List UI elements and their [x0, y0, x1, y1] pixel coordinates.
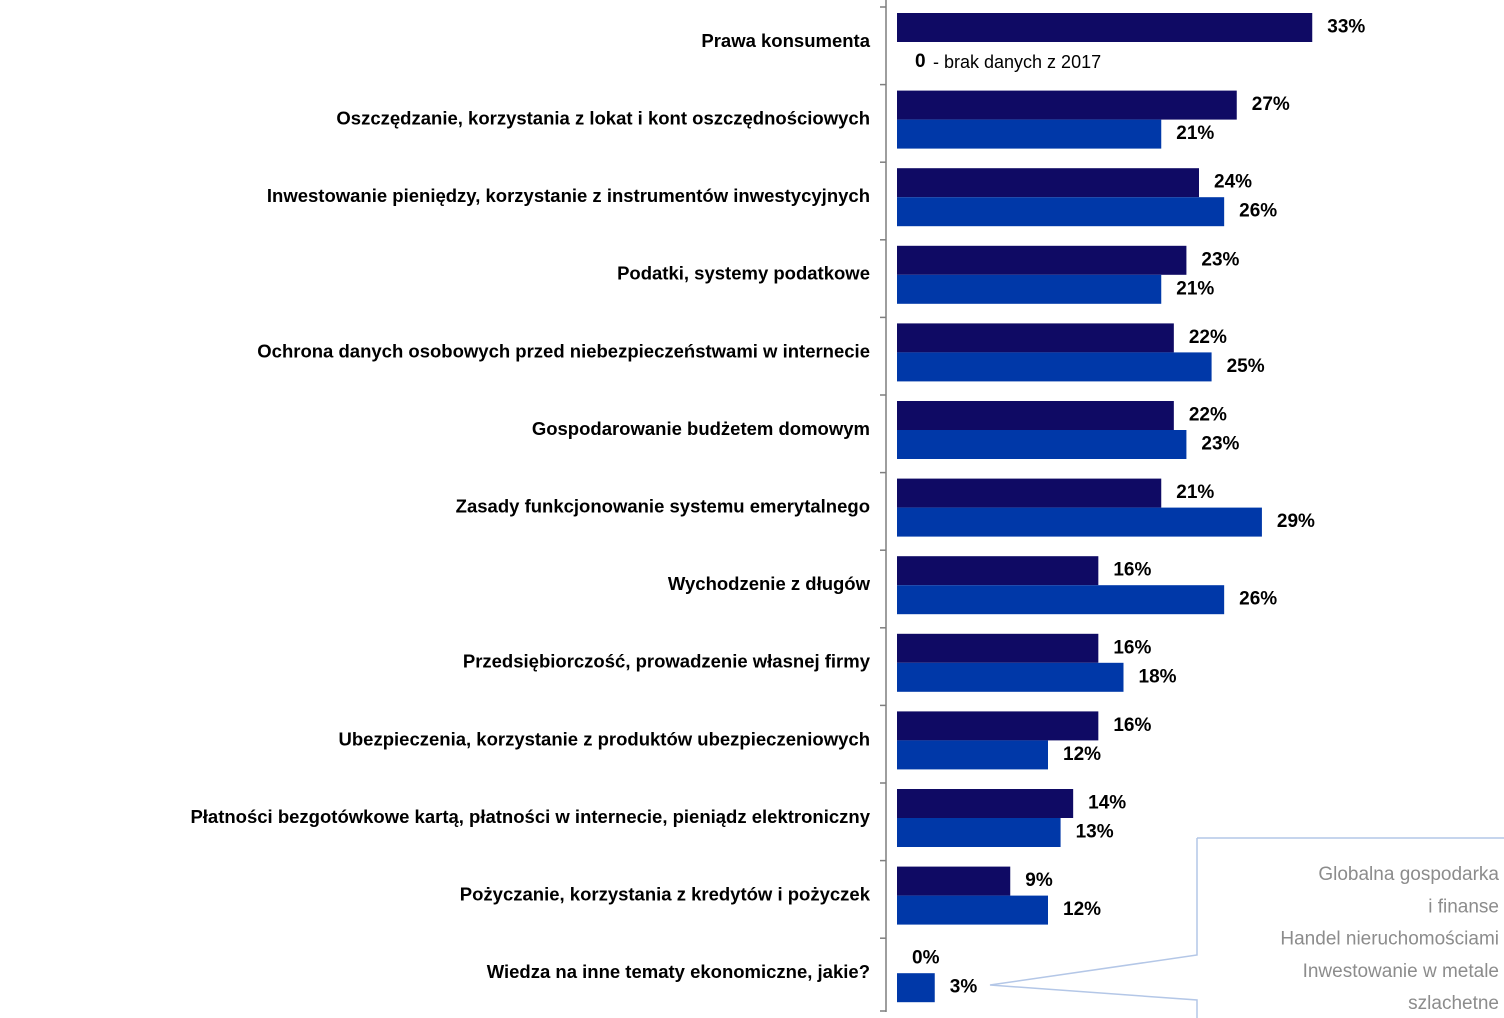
- bar: [897, 585, 1225, 615]
- category-label: Gospodarowanie budżetem domowym: [532, 418, 870, 439]
- bar: [897, 662, 1124, 692]
- callout-text: szlachetne: [1408, 993, 1499, 1014]
- value-label: 23%: [1201, 249, 1239, 270]
- value-label: 3%: [950, 977, 978, 998]
- callout-text: Inwestowanie w metale: [1303, 961, 1499, 982]
- callout-text: i finanse: [1428, 896, 1499, 917]
- bar: [897, 90, 1237, 120]
- value-label: 14%: [1088, 793, 1126, 814]
- value-label: 0%: [912, 948, 940, 969]
- bar: [897, 13, 1313, 42]
- bar: [897, 168, 1199, 198]
- bar: [897, 197, 1225, 227]
- category-label: Pożyczanie, korzystania z kredytów i poż…: [460, 883, 871, 904]
- callout-text: Globalna gospodarka: [1318, 864, 1499, 885]
- note-value: 0: [915, 51, 926, 72]
- bar: [897, 711, 1099, 741]
- callout-pointer: [989, 838, 1198, 1018]
- category-label: Podatki, systemy podatkowe: [617, 263, 870, 284]
- category-label: Wiedza na inne tematy ekonomiczne, jakie…: [487, 961, 870, 982]
- value-label: 26%: [1239, 201, 1277, 222]
- bar: [897, 740, 1048, 770]
- value-label: 16%: [1113, 715, 1151, 736]
- value-label: 27%: [1252, 94, 1290, 115]
- bar: [897, 633, 1099, 663]
- value-label: 18%: [1139, 666, 1177, 687]
- category-label: Płatności bezgotówkowe kartą, płatności …: [190, 806, 870, 827]
- category-label: Inwestowanie pieniędzy, korzystanie z in…: [267, 185, 870, 206]
- bar: [897, 119, 1162, 149]
- value-label: 22%: [1189, 405, 1227, 426]
- bar: [897, 973, 935, 1003]
- category-label: Przedsiębiorczość, prowadzenie własnej f…: [463, 651, 871, 672]
- bar: [897, 323, 1174, 353]
- value-label: 16%: [1113, 560, 1151, 581]
- category-label: Prawa konsumenta: [701, 30, 870, 51]
- value-label: 21%: [1176, 482, 1214, 503]
- value-label: 9%: [1025, 870, 1053, 891]
- bar: [897, 895, 1048, 925]
- bar: [897, 401, 1174, 430]
- bar: [897, 274, 1162, 304]
- note: - brak danych z 2017: [933, 52, 1101, 72]
- value-label: 33%: [1327, 17, 1365, 38]
- value-label: 13%: [1076, 822, 1114, 843]
- value-label: 25%: [1227, 356, 1265, 377]
- category-label: Wychodzenie z długów: [668, 573, 871, 594]
- value-label: 16%: [1113, 637, 1151, 658]
- bar: [897, 478, 1162, 508]
- bar: [897, 430, 1187, 459]
- bar: [897, 866, 1011, 896]
- value-label: 12%: [1063, 744, 1101, 765]
- category-label: Zasady funkcjonowanie systemu emerytalne…: [456, 495, 870, 516]
- value-label: 12%: [1063, 899, 1101, 920]
- value-label: 24%: [1214, 172, 1252, 193]
- value-label: 23%: [1201, 434, 1239, 455]
- value-label: 21%: [1176, 123, 1214, 144]
- category-label: Ubezpieczenia, korzystanie z produktów u…: [339, 728, 870, 749]
- bar: [897, 507, 1262, 537]
- value-label: 21%: [1176, 278, 1214, 299]
- bar: [897, 818, 1061, 847]
- value-label: 26%: [1239, 589, 1277, 610]
- bar: [897, 556, 1099, 586]
- category-label: Oszczędzanie, korzystania z lokat i kont…: [336, 107, 870, 128]
- value-label: 22%: [1189, 327, 1227, 348]
- value-label: 29%: [1277, 511, 1315, 532]
- bar: [897, 789, 1074, 818]
- category-label: Ochrona danych osobowych przed niebezpie…: [257, 340, 870, 361]
- bar: [897, 245, 1187, 275]
- callout-text: Handel nieruchomościami: [1280, 929, 1499, 950]
- bar: [897, 352, 1212, 382]
